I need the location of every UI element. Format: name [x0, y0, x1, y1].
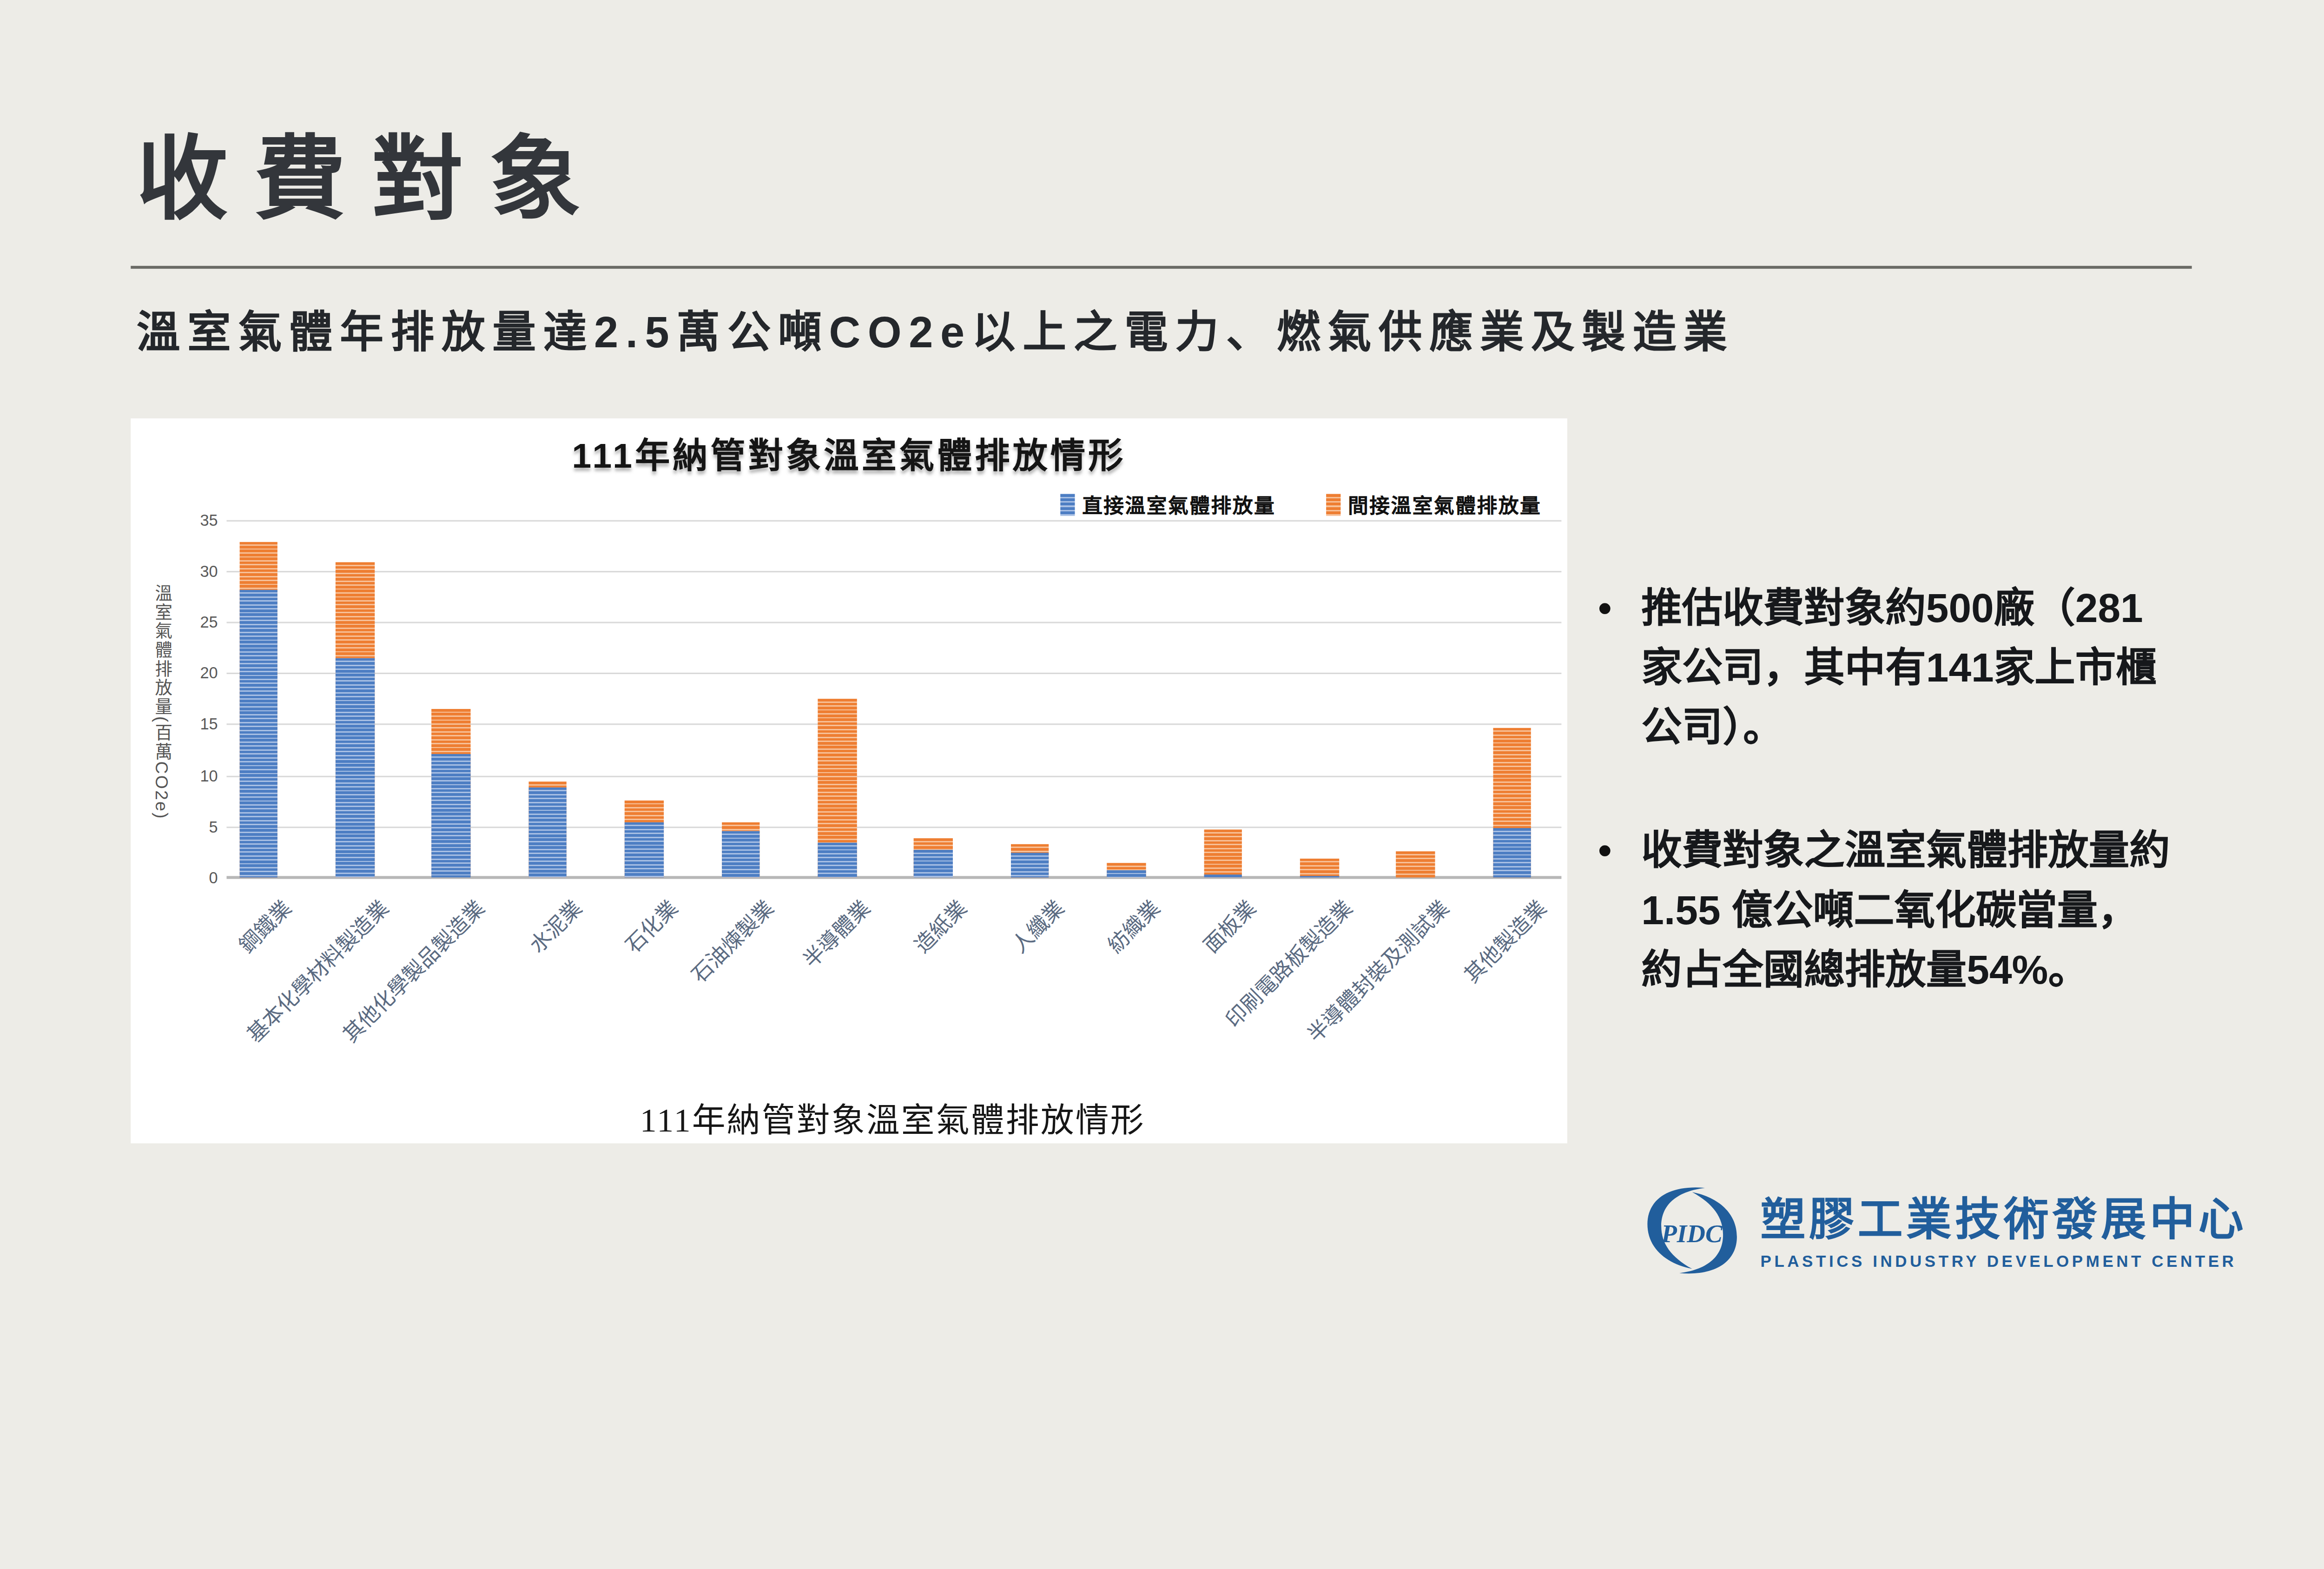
x-category-label: 面板業	[1195, 892, 1262, 959]
x-category-label: 人纖業	[1003, 892, 1069, 959]
x-axis-labels: 鋼鐵業基本化學材料製造業其他化學製品製造業水泥業石化業石油煉製業半導體業造紙業人…	[227, 886, 1562, 1104]
bullet-item: •收費對象之溫室氣體排放量約1.55 億公噸二氧化碳當量，約占全國總排放量54%…	[1598, 821, 2214, 1000]
y-tick-label: 25	[169, 613, 218, 631]
chart-caption: 111年納管對象溫室氣體排放情形	[174, 1092, 1611, 1142]
bar-direct-7	[914, 849, 953, 878]
legend-item: 間接溫室氣體排放量	[1326, 492, 1541, 516]
bar-indirect-11	[1300, 859, 1339, 878]
bar-direct-5	[721, 831, 760, 878]
x-category-label: 石油煉製業	[684, 892, 780, 988]
y-axis-title: 溫室氣體排放量(百萬CO2e)	[151, 578, 170, 825]
bar-direct-6	[818, 843, 856, 878]
x-category-label: 水泥業	[521, 892, 587, 959]
y-tick-label: 5	[169, 817, 218, 835]
bar-direct-0	[239, 589, 277, 878]
grid-line	[227, 724, 1562, 726]
chart-panel: 111年納管對象溫室氣體排放情形 直接溫室氣體排放量間接溫室氣體排放量 3530…	[131, 418, 1567, 1143]
bar-direct-2	[432, 754, 470, 878]
legend-swatch	[1326, 493, 1340, 515]
bullet-line: 推估收費對象約500廠（281	[1641, 578, 2156, 638]
bullet-line: 約占全國總排放量54%。	[1641, 940, 2170, 1000]
x-category-label: 造紙業	[906, 892, 973, 959]
x-category-label: 鋼鐵業	[231, 892, 297, 959]
grid-line	[227, 571, 1562, 572]
legend-item: 直接溫室氣體排放量	[1060, 492, 1275, 516]
y-tick-label: 15	[169, 715, 218, 733]
legend-swatch	[1060, 493, 1075, 515]
bullet-line: 1.55 億公噸二氧化碳當量，	[1641, 880, 2170, 940]
bullet-line: 家公司，其中有141家上市櫃	[1641, 638, 2156, 697]
bullet-line: 收費對象之溫室氣體排放量約	[1641, 821, 2170, 880]
chart-title: 111年納管對象溫室氣體排放情形	[131, 427, 1567, 478]
bullet-text: 收費對象之溫室氣體排放量約1.55 億公噸二氧化碳當量，約占全國總排放量54%。	[1641, 821, 2170, 1000]
bar-direct-11	[1300, 876, 1339, 878]
svg-text:PIDC: PIDC	[1661, 1219, 1723, 1248]
bar-indirect-10	[1203, 829, 1242, 878]
bar-direct-9	[1107, 871, 1146, 878]
pidc-logo-icon: PIDC	[1638, 1183, 1746, 1278]
x-axis-line	[227, 876, 1562, 879]
y-tick-label: 30	[169, 563, 218, 580]
slide-subtitle: 溫室氣體年排放量達2.5萬公噸CO2e以上之電力、燃氣供應業及製造業	[137, 297, 1735, 361]
pidc-logo-text: 塑膠工業技術發展中心 PLASTICS INDUSTRY DEVELOPMENT…	[1761, 1183, 2247, 1278]
slide: 收費對象 溫室氣體年排放量達2.5萬公噸CO2e以上之電力、燃氣供應業及製造業 …	[0, 0, 2324, 1308]
grid-line	[227, 775, 1562, 776]
y-tick-label: 35	[169, 511, 218, 529]
pidc-logo: PIDC 塑膠工業技術發展中心 PLASTICS INDUSTRY DEVELO…	[1638, 1183, 2247, 1278]
bullet-text: 推估收費對象約500廠（281家公司，其中有141家上市櫃公司）。	[1641, 578, 2156, 757]
bar-direct-3	[528, 787, 567, 878]
page-title: 收費對象	[137, 105, 607, 237]
chart-plot-area: 35302520151050	[227, 521, 1562, 878]
bullet-marker: •	[1598, 821, 1642, 1000]
key-points: •推估收費對象約500廠（281家公司，其中有141家上市櫃公司）。•收費對象之…	[1598, 578, 2214, 1064]
pidc-name-en: PLASTICS INDUSTRY DEVELOPMENT CENTER	[1761, 1252, 2247, 1270]
y-tick-label: 0	[169, 868, 218, 886]
title-divider	[131, 266, 2192, 268]
bullet-line: 公司）。	[1641, 697, 2156, 757]
bullet-marker: •	[1598, 578, 1642, 757]
x-category-label: 紡織業	[1099, 892, 1166, 959]
x-category-label: 其他製造業	[1455, 892, 1552, 988]
grid-line	[227, 673, 1562, 675]
bar-direct-1	[336, 659, 374, 878]
grid-line	[227, 520, 1562, 522]
chart-legend: 直接溫室氣體排放量 間接溫室氣體排放量	[131, 492, 1567, 516]
bar-direct-13	[1493, 828, 1532, 878]
bar-direct-4	[625, 822, 663, 878]
bullet-item: •推估收費對象約500廠（281家公司，其中有141家上市櫃公司）。	[1598, 578, 2214, 757]
bar-direct-12	[1396, 877, 1435, 878]
y-tick-label: 10	[169, 767, 218, 784]
pidc-name-zh: 塑膠工業技術發展中心	[1761, 1183, 2247, 1248]
bar-indirect-12	[1396, 851, 1435, 878]
legend-label: 直接溫室氣體排放量	[1082, 490, 1275, 519]
bar-direct-8	[1010, 853, 1049, 878]
grid-line	[227, 826, 1562, 828]
y-tick-label: 20	[169, 664, 218, 682]
grid-line	[227, 622, 1562, 623]
x-category-label: 半導體業	[795, 892, 876, 973]
x-category-label: 石化業	[617, 892, 683, 959]
bar-direct-10	[1203, 875, 1242, 878]
legend-label: 間接溫室氣體排放量	[1348, 490, 1541, 519]
